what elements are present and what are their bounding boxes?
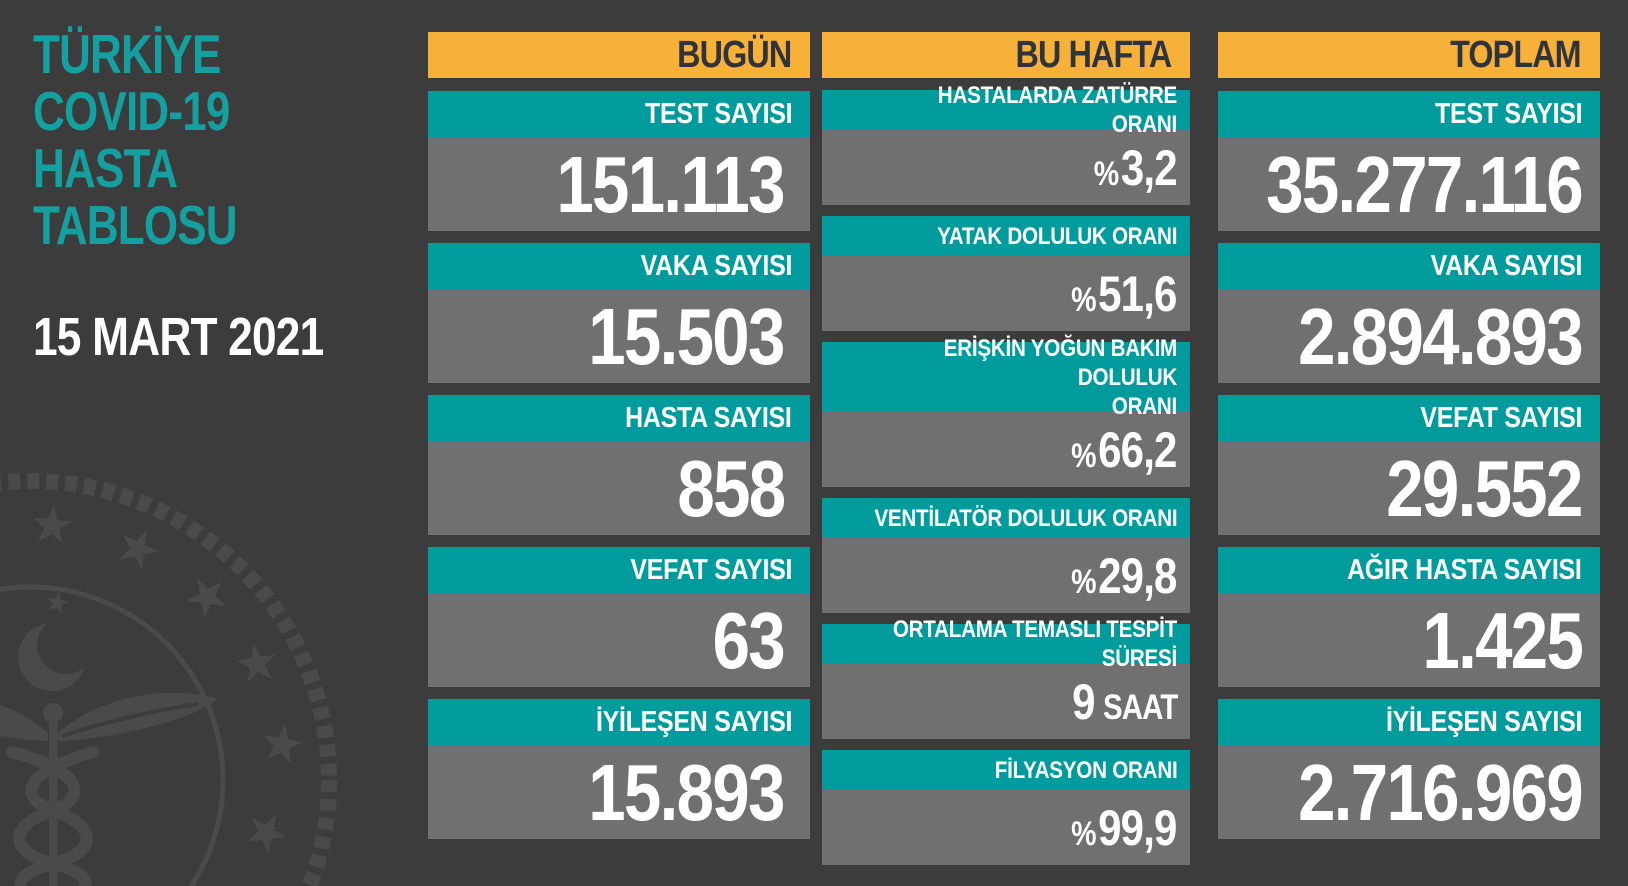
stat-label: TEST SAYISI — [1434, 98, 1583, 130]
hafta-filyasyon-orani-cell: FİLYASYON ORANI %99,9 — [822, 750, 1190, 865]
toplam-vefat-sayisi-cell: VEFAT SAYISI 29.552 — [1218, 395, 1600, 535]
stat-value: 2.716.969 — [1298, 747, 1584, 837]
stat-value: %51,6 — [1071, 265, 1178, 322]
stat-label: TEST SAYISI — [644, 98, 793, 130]
stat-value-area: 2.716.969 — [1218, 746, 1600, 839]
stat-label-bar: TEST SAYISI — [1218, 91, 1600, 138]
hafta-zaturre-orani-cell: HASTALARDA ZATÜRRE ORANI %3,2 — [822, 82, 1190, 205]
stat-value: %66,2 — [1071, 421, 1178, 478]
hafta-ventilator-doluluk-cell: VENTİLATÖR DOLULUK ORANI %29,8 — [822, 498, 1190, 613]
stat-label-bar: VAKA SAYISI — [428, 243, 810, 290]
stat-label: AĞIR HASTA SAYISI — [1347, 554, 1583, 586]
column-bu-hafta: BU HAFTA HASTALARDA ZATÜRRE ORANI %3,2 Y… — [822, 0, 1190, 886]
stat-label: VENTİLATÖR DOLULUK ORANI — [873, 504, 1177, 532]
stat-value: 15.893 — [588, 747, 786, 837]
stat-value-area: %99,9 — [822, 790, 1190, 865]
percent-sign: % — [1071, 436, 1097, 475]
stat-value-area: 858 — [428, 442, 810, 535]
percent-sign: % — [1071, 280, 1097, 319]
stat-label-bar: TEST SAYISI — [428, 91, 810, 138]
hafta-yogun-bakim-doluluk-cell: ERİŞKİN YOĞUN BAKIM DOLULUK ORANI %66,2 — [822, 335, 1190, 487]
column-header-label: BUGÜN — [676, 33, 792, 76]
stat-value-area: 63 — [428, 594, 810, 687]
stat-value: %3,2 — [1094, 139, 1178, 196]
toplam-test-sayisi-cell: TEST SAYISI 35.277.116 — [1218, 91, 1600, 231]
stat-value: 2.894.893 — [1298, 291, 1584, 381]
bugun-vaka-sayisi-cell: VAKA SAYISI 15.503 — [428, 243, 810, 383]
column-bugun: BUGÜN TEST SAYISI 151.113 VAKA SAYISI 15… — [428, 0, 810, 886]
stat-value-area: 15.503 — [428, 290, 810, 383]
stat-value: 63 — [712, 595, 786, 685]
stat-label: VEFAT SAYISI — [630, 554, 792, 586]
stat-label: ORTALAMA TEMASLI TESPİT SÜRESİ — [892, 616, 1177, 672]
toplam-agir-hasta-sayisi-cell: AĞIR HASTA SAYISI 1.425 — [1218, 547, 1600, 687]
stat-label: ERİŞKİN YOĞUN BAKIM DOLULUK ORANI — [943, 334, 1178, 420]
stat-value: 151.113 — [556, 139, 786, 229]
stat-label-bar: YATAK DOLULUK ORANI — [822, 216, 1190, 256]
bugun-vefat-sayisi-cell: VEFAT SAYISI 63 — [428, 547, 810, 687]
column-header-label: TOPLAM — [1450, 33, 1582, 76]
stat-label: HASTA SAYISI — [625, 402, 793, 434]
stat-value: 858 — [676, 443, 786, 533]
column-header-label: BU HAFTA — [1015, 33, 1172, 76]
stat-value-area: 29.552 — [1218, 442, 1600, 535]
stat-label-bar: İYİLEŞEN SAYISI — [428, 699, 810, 746]
stat-value-area: 2.894.893 — [1218, 290, 1600, 383]
percent-sign: % — [1094, 154, 1119, 193]
toplam-iyilesen-sayisi-cell: İYİLEŞEN SAYISI 2.716.969 — [1218, 699, 1600, 839]
bugun-iyilesen-sayisi-cell: İYİLEŞEN SAYISI 15.893 — [428, 699, 810, 839]
hafta-yatak-doluluk-cell: YATAK DOLULUK ORANI %51,6 — [822, 216, 1190, 331]
stat-value: %29,8 — [1071, 547, 1178, 604]
stat-value: 15.503 — [588, 291, 786, 381]
stat-label-bar: HASTALARDA ZATÜRRE ORANI — [822, 82, 1190, 138]
stat-label: FİLYASYON ORANI — [994, 756, 1177, 784]
stat-label: İYİLEŞEN SAYISI — [595, 706, 792, 738]
stat-label: İYİLEŞEN SAYISI — [1385, 706, 1582, 738]
toplam-vaka-sayisi-cell: VAKA SAYISI 2.894.893 — [1218, 243, 1600, 383]
stat-label: VAKA SAYISI — [640, 250, 793, 282]
bugun-test-sayisi-cell: TEST SAYISI 151.113 — [428, 91, 810, 231]
stat-label-bar: HASTA SAYISI — [428, 395, 810, 442]
stat-value-area: 151.113 — [428, 138, 810, 231]
percent-sign: % — [1071, 562, 1097, 601]
stat-label-bar: FİLYASYON ORANI — [822, 750, 1190, 790]
column-toplam: TOPLAM TEST SAYISI 35.277.116 VAKA SAYIS… — [1218, 0, 1600, 886]
stat-label: VEFAT SAYISI — [1420, 402, 1582, 434]
report-date: 15 MART 2021 — [33, 307, 324, 367]
stat-label: VAKA SAYISI — [1430, 250, 1583, 282]
stat-value: 35.277.116 — [1266, 139, 1584, 229]
value-unit: SAAT — [1102, 687, 1178, 727]
stat-value-area: 9 SAAT — [822, 664, 1190, 739]
column-header-bu-hafta: BU HAFTA — [822, 32, 1190, 78]
column-header-toplam: TOPLAM — [1218, 32, 1600, 78]
stat-value-area: 35.277.116 — [1218, 138, 1600, 231]
bugun-hasta-sayisi-cell: HASTA SAYISI 858 — [428, 395, 810, 535]
page-title: TÜRKİYE COVID-19 HASTA TABLOSU — [33, 23, 238, 256]
stat-value: 9 SAAT — [1071, 673, 1178, 730]
stat-value-area: %66,2 — [822, 412, 1190, 487]
stat-value-area: 15.893 — [428, 746, 810, 839]
hafta-temasli-tespit-suresi-cell: ORTALAMA TEMASLI TESPİT SÜRESİ 9 SAAT — [822, 616, 1190, 739]
stat-label: YATAK DOLULUK ORANI — [936, 222, 1177, 250]
stat-value-area: %51,6 — [822, 256, 1190, 331]
stat-label-bar: VEFAT SAYISI — [428, 547, 810, 594]
stat-label-bar: ORTALAMA TEMASLI TESPİT SÜRESİ — [822, 616, 1190, 672]
column-header-bugun: BUGÜN — [428, 32, 810, 78]
stat-value-area: %29,8 — [822, 538, 1190, 613]
percent-sign: % — [1071, 814, 1097, 853]
stat-value: %99,9 — [1071, 799, 1178, 856]
stat-label: HASTALARDA ZATÜRRE ORANI — [937, 82, 1177, 138]
stat-label-bar: AĞIR HASTA SAYISI — [1218, 547, 1600, 594]
stat-label-bar: İYİLEŞEN SAYISI — [1218, 699, 1600, 746]
stat-value: 1.425 — [1422, 595, 1583, 685]
stat-label-bar: VAKA SAYISI — [1218, 243, 1600, 290]
stat-value-area: 1.425 — [1218, 594, 1600, 687]
stat-label-bar: VEFAT SAYISI — [1218, 395, 1600, 442]
stat-value-area: %3,2 — [822, 130, 1190, 205]
stat-label-bar: ERİŞKİN YOĞUN BAKIM DOLULUK ORANI — [822, 335, 1190, 420]
stat-value: 29.552 — [1386, 443, 1584, 533]
stat-label-bar: VENTİLATÖR DOLULUK ORANI — [822, 498, 1190, 538]
